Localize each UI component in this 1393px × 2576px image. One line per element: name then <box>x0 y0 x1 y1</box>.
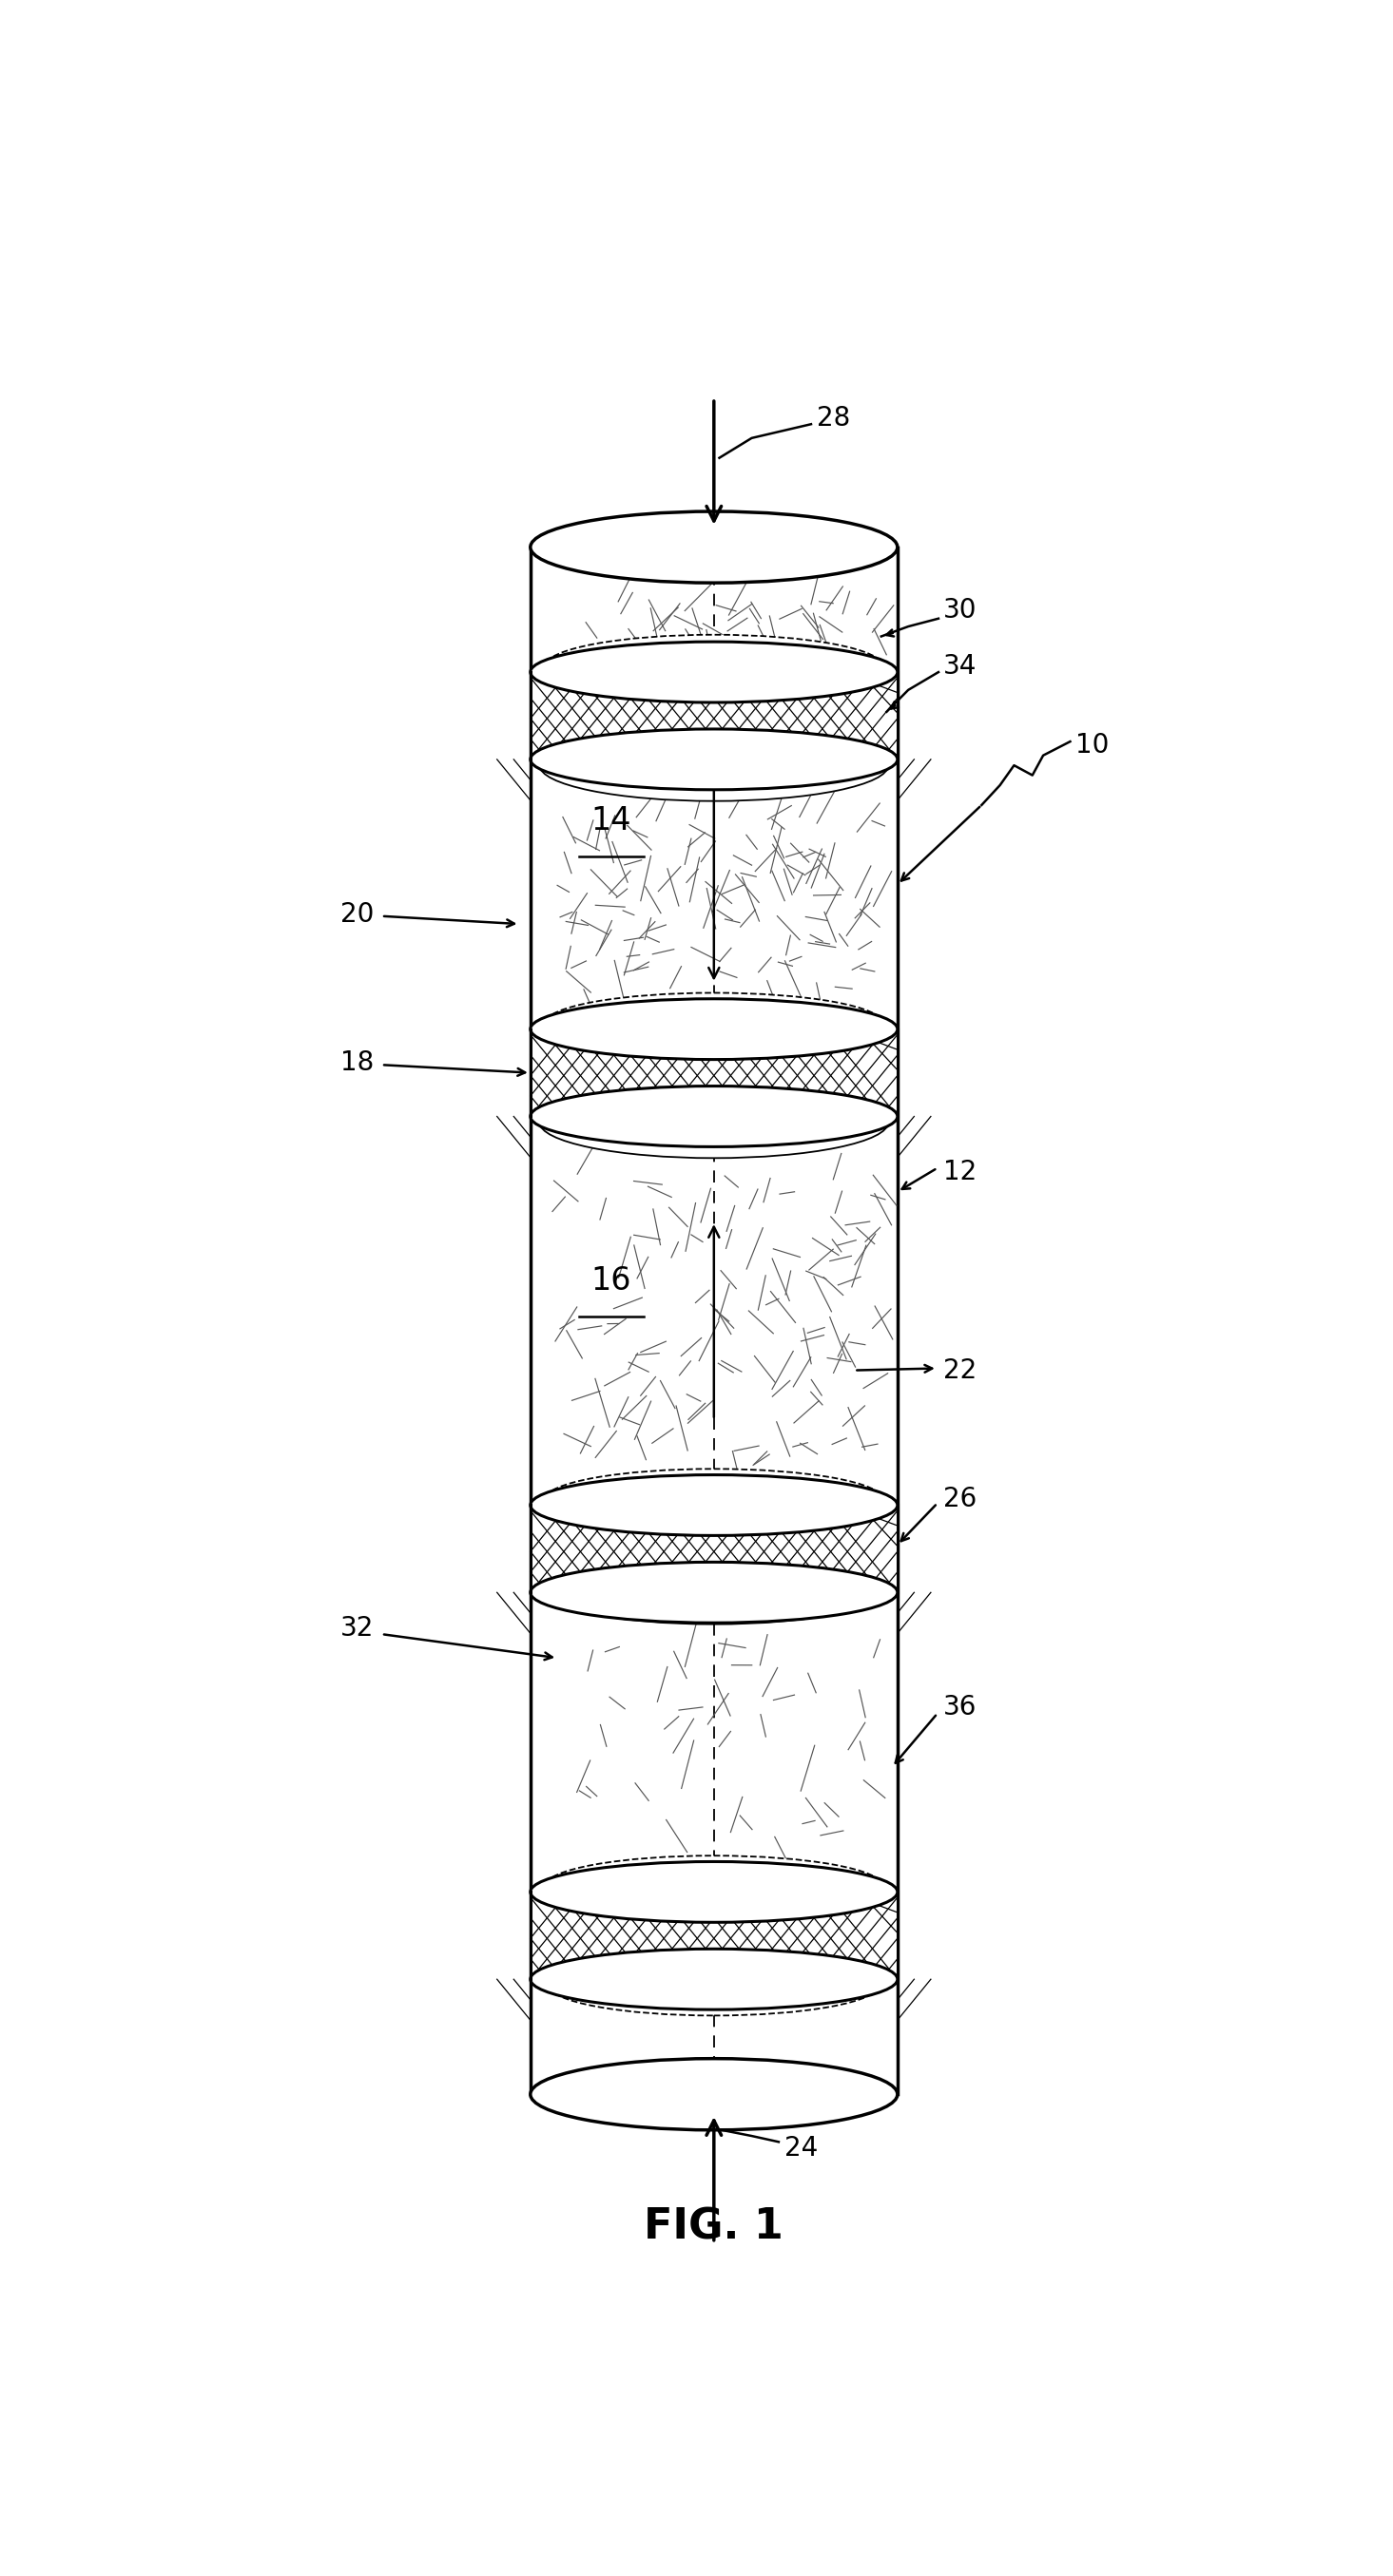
FancyBboxPatch shape <box>531 1504 897 1592</box>
Ellipse shape <box>531 1476 897 1535</box>
Ellipse shape <box>531 729 897 791</box>
Text: FIG. 1: FIG. 1 <box>644 2208 784 2249</box>
Ellipse shape <box>531 2058 897 2130</box>
Ellipse shape <box>545 992 883 1054</box>
Text: 34: 34 <box>943 652 976 680</box>
Text: 16: 16 <box>591 1265 631 1296</box>
Ellipse shape <box>531 513 897 582</box>
Ellipse shape <box>531 1561 897 1623</box>
FancyBboxPatch shape <box>531 1030 897 1115</box>
Text: 36: 36 <box>943 1695 976 1721</box>
Text: 22: 22 <box>943 1358 976 1383</box>
FancyBboxPatch shape <box>531 672 897 760</box>
Text: 30: 30 <box>943 598 976 623</box>
Ellipse shape <box>531 999 897 1059</box>
Ellipse shape <box>531 1087 897 1146</box>
Ellipse shape <box>539 1553 889 1625</box>
Text: 10: 10 <box>1075 732 1109 760</box>
Ellipse shape <box>531 641 897 703</box>
Ellipse shape <box>545 1468 883 1530</box>
Ellipse shape <box>531 1862 897 1922</box>
Text: 28: 28 <box>816 404 850 433</box>
Text: 32: 32 <box>340 1615 373 1641</box>
Text: 14: 14 <box>591 806 631 837</box>
Ellipse shape <box>531 1950 897 2009</box>
Text: 12: 12 <box>943 1159 976 1185</box>
Text: 26: 26 <box>943 1486 976 1512</box>
FancyBboxPatch shape <box>531 1891 897 1978</box>
Text: 20: 20 <box>340 902 373 927</box>
Ellipse shape <box>545 1855 883 1917</box>
Text: 24: 24 <box>784 2136 818 2161</box>
Ellipse shape <box>539 729 889 801</box>
Ellipse shape <box>539 1087 889 1159</box>
Ellipse shape <box>545 634 883 698</box>
Text: 18: 18 <box>340 1048 373 1077</box>
Ellipse shape <box>549 1955 879 2014</box>
